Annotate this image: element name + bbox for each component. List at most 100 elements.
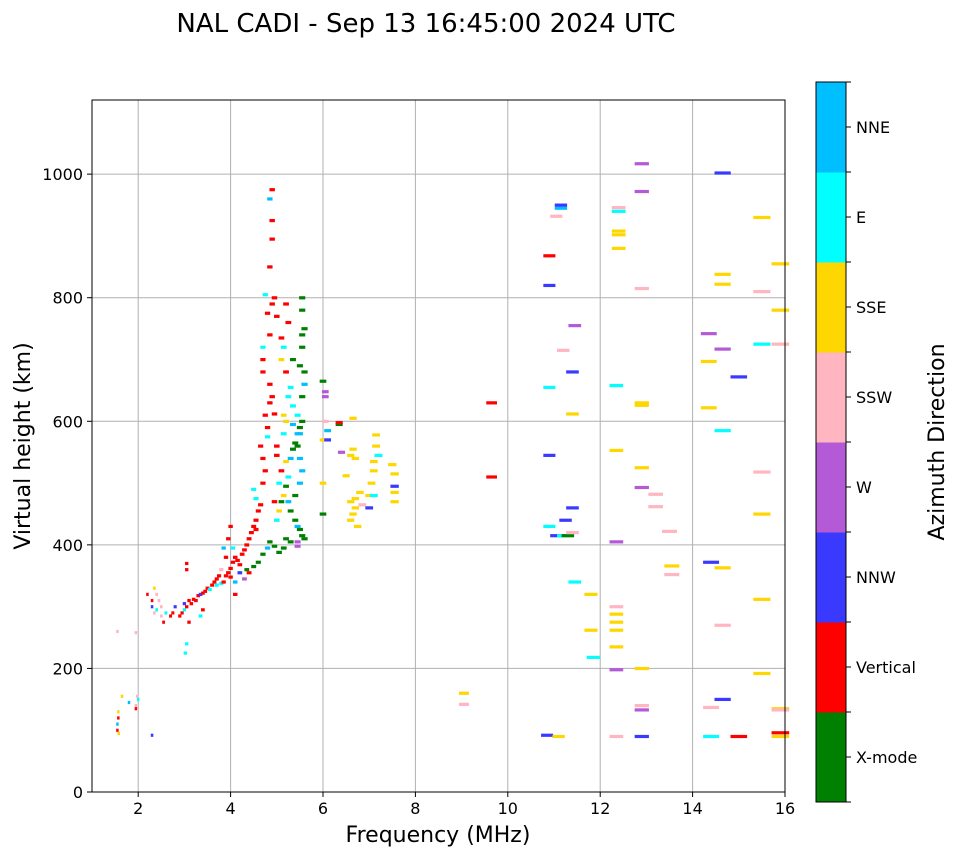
data-point-e [609,383,624,388]
data-point-sse [353,524,362,529]
data-point-e [183,651,187,655]
data-point-nne [285,500,292,504]
data-point-nnw [198,592,203,596]
data-point-sse [700,406,717,410]
data-point-ssw [609,734,624,739]
data-point-vertical [283,302,289,306]
data-point-sse [283,419,289,423]
data-point-w [321,390,329,394]
data-point-vertical [269,188,275,192]
data-point-sse [753,512,771,516]
colorbar-label: Azimuth Direction [925,343,950,540]
data-point-sse [609,628,624,632]
data-point-vertical [264,311,271,315]
data-point-vertical [274,444,280,448]
colorbar-swatch [816,262,846,353]
data-point-nnw [237,571,243,575]
plot-frame [91,99,786,793]
data-point-nne [296,481,303,485]
data-point-vertical [178,614,182,618]
data-point-vertical [269,218,275,223]
colorbar-tick-label: NNW [856,568,896,587]
data-point-vertical [262,413,268,417]
data-point-nne [232,580,238,584]
data-point-x-mode [267,540,273,544]
data-point-nne [301,382,308,386]
data-point-ssw [116,629,119,634]
data-point-sse [153,586,156,590]
data-point-vertical [246,571,252,575]
data-point-x-mode [290,447,296,451]
data-point-vertical [271,296,278,300]
data-point-vertical [267,333,273,337]
data-point-w [242,577,247,581]
data-point-sse [609,645,624,649]
data-point-vertical [194,598,198,603]
data-point-ssw [321,419,329,423]
data-point-sse [283,459,289,464]
x-axis-label: Frequency (MHz) [346,823,531,848]
data-point-e [714,429,731,433]
data-point-e [262,293,268,297]
data-point-e [185,642,189,646]
data-point-e [280,345,287,349]
data-point-vertical [228,575,233,579]
data-point-vertical [226,571,231,575]
data-point-x-mode [276,550,282,554]
data-point-vertical [239,552,245,556]
chart-title: NAL CADI - Sep 13 16:45:00 2024 UTC [176,9,675,39]
data-point-w [294,544,301,548]
data-point-sse [609,620,624,624]
data-point-sse [347,453,355,457]
data-point-vertical [230,560,236,564]
data-point-sse [634,666,649,671]
y-tick-label: 0 [73,783,83,802]
data-point-nne [221,546,226,550]
data-point-ssw [550,214,563,218]
data-point-nne [127,700,131,705]
data-point-e [568,580,582,584]
data-point-sse [771,262,790,266]
data-point-x-mode [296,527,303,532]
data-point-nne [290,422,296,427]
data-point-ssw [358,503,367,507]
colorbar-swatch [816,172,846,263]
colorbar-tick-label: W [856,478,872,497]
data-point-ssw [155,592,159,596]
data-points [116,162,790,739]
data-point-nne [296,432,303,436]
data-point-sse [458,691,469,695]
data-point-ssw [634,286,649,291]
data-point-vertical [185,605,189,609]
data-point-vertical [235,558,240,563]
data-point-e [155,608,159,612]
x-tick-label: 12 [590,799,610,818]
data-point-e [611,209,626,213]
data-point-vertical [730,734,748,739]
data-point-nne [324,429,332,433]
data-point-vertical [150,598,154,603]
data-point-w [568,324,582,328]
data-point-nnw [714,697,731,702]
axis-ticks: 2 4 6 8 10 12 14 16 0 200 400 600 800 1000 [42,165,795,818]
data-point-vertical [246,537,252,541]
data-point-vertical [185,568,189,572]
data-point-x-mode [283,484,289,488]
data-point-sse [372,433,381,437]
data-point-x-mode [294,444,301,448]
data-point-w [609,668,624,672]
data-point-vertical [191,597,196,601]
colorbar-tick-label: X-mode [856,748,917,767]
data-point-x-mode [260,552,266,556]
data-point-vertical [335,421,343,425]
data-point-vertical [285,320,292,325]
data-point-nnw [541,733,554,737]
data-point-nnw [543,283,556,288]
data-point-sse [347,518,355,522]
data-point-ssw [771,708,790,712]
data-point-e [182,608,187,612]
data-point-e [369,493,378,498]
data-point-vertical [134,707,138,711]
data-point-sse [753,215,771,220]
data-point-nnw [324,438,332,442]
